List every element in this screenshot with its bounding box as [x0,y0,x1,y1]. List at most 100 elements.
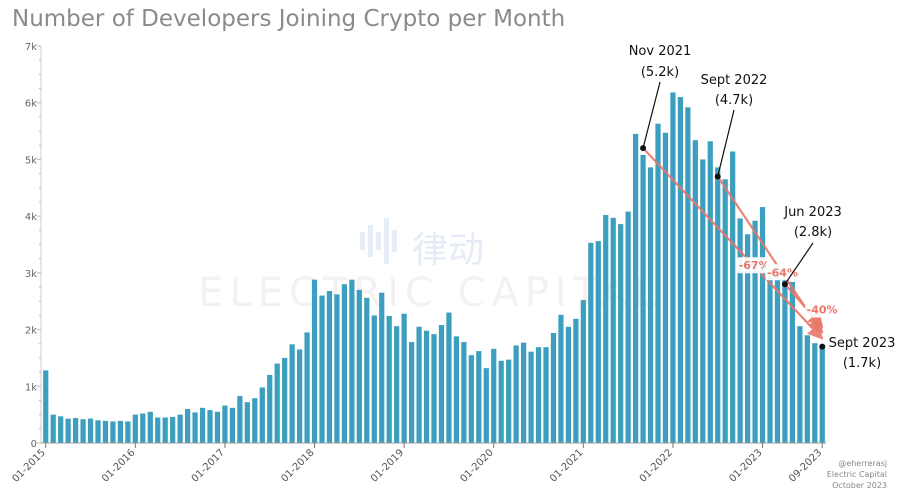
bar [394,326,400,443]
bar [87,418,94,443]
y-axis: 0 1k 2k 3k 4k 5k 6k 7k [25,42,42,450]
bar [155,417,161,443]
x-tick-label: 01-2016 [100,447,137,484]
bar [319,295,325,443]
x-tick-label: 01-2015 [11,447,48,484]
y-tick-label: 1k [25,382,37,393]
bar [170,416,176,443]
bar [655,123,661,443]
bar [767,268,773,443]
bar [446,312,452,443]
credit-line: Electric Capital [827,470,887,479]
y-tick-label: 5k [25,155,37,166]
x-tick-label: 01-2018 [279,447,316,484]
bar [296,349,303,443]
bar [513,345,519,443]
bar [506,359,512,443]
credits: @eherrerasj Electric Capital October 2023 [827,459,887,490]
bar [535,347,542,443]
annotation-point [640,145,647,152]
bar [199,407,206,443]
annotation-date: Jun 2023 [783,205,842,220]
bar [752,220,758,443]
bar [341,284,348,443]
annotation-value: (1.7k) [843,356,881,371]
y-tick-label: 4k [25,212,37,223]
annotation-leader [784,242,814,285]
bar [147,411,153,443]
bar [192,412,198,443]
bar [214,411,221,443]
bar [700,159,706,443]
y-tick-label: 6k [25,99,37,110]
annotation-point [781,281,788,288]
bar [461,342,467,443]
watermark-cn-text: 律动 [412,230,484,271]
y-tick-label: 2k [25,326,37,337]
bar [80,419,86,443]
bar [334,294,340,443]
annotation-value: (5.2k) [641,65,679,80]
x-tick-label: 09-2023 [787,447,824,484]
bar [595,241,601,443]
bar [670,92,676,444]
trend-arrow [784,283,824,328]
bar [685,107,691,443]
bar [603,215,609,443]
bar [259,387,265,443]
annotation-leader [642,81,661,149]
bar [289,344,295,443]
bar [371,315,377,443]
bar [252,398,258,443]
bar [386,315,392,443]
bar [364,297,370,443]
bar [789,281,796,443]
bar [65,418,71,443]
trend-arrow [642,147,824,340]
x-tick-label: 01-2022 [638,447,675,484]
x-axis: 01-2015 01-2016 01-2017 01-2018 01-2019 01-20… [11,442,826,485]
bar [274,363,280,443]
bar [184,408,191,443]
annotation-leader [717,109,735,177]
bar-series [43,92,825,444]
bar [416,326,422,443]
bar [573,318,579,443]
x-tick-label: 01-2023 [727,447,764,484]
bar [468,355,474,443]
watermark-en-text: ELECTRIC CAPITAL [198,270,662,316]
bar [625,211,631,443]
bar [229,407,236,443]
y-tick-label: 3k [25,269,37,280]
annotation-point [819,343,826,350]
bar [692,140,698,443]
credit-line: October 2023 [832,481,887,490]
bar [311,279,318,443]
annotation-date: Nov 2021 [629,44,692,59]
bar [125,421,131,443]
bar [588,242,594,443]
bar [632,133,639,443]
bar [207,410,213,443]
bar [140,413,146,443]
bar [222,405,228,443]
trend-label: -40% [807,303,838,316]
bar [722,179,728,443]
trend-label: -67% [739,259,770,272]
bar [162,417,168,443]
y-tick-label: 7k [25,42,37,53]
bar [43,370,49,443]
bar [453,336,460,443]
y-tick-label: 0 [31,439,37,450]
bar [647,167,654,443]
bar [550,332,557,443]
bar [431,334,437,443]
bar [782,278,788,443]
bar [707,141,713,443]
bar [244,402,250,443]
bar [117,420,124,443]
bar [282,357,288,443]
bar [356,289,362,443]
